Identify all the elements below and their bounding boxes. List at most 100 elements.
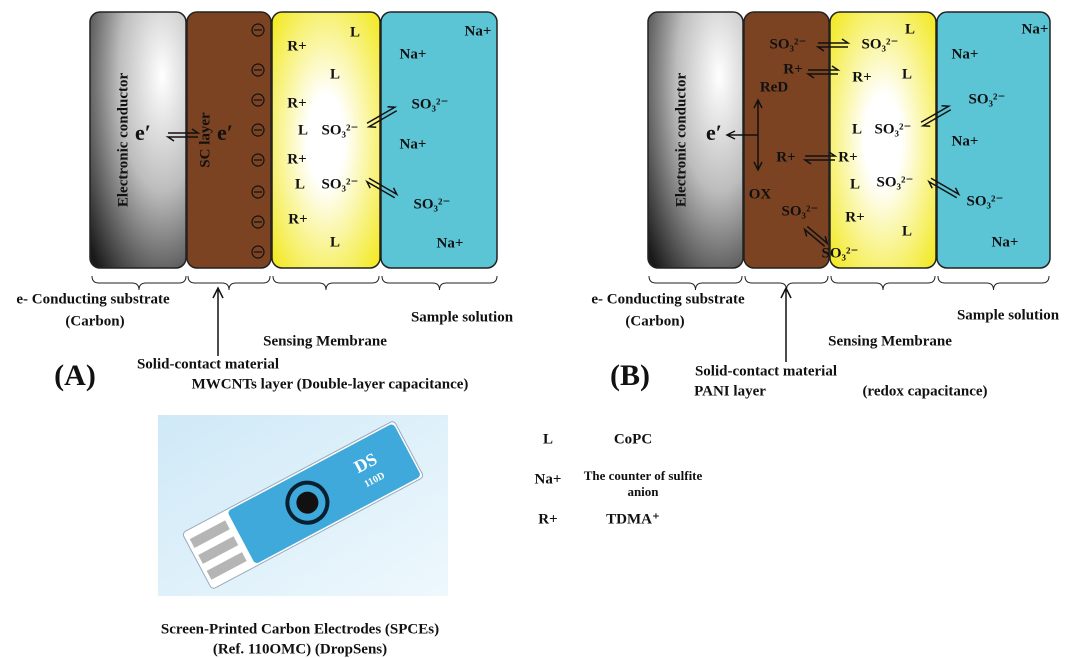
electrode-contact bbox=[189, 520, 230, 548]
electron: e′ bbox=[135, 120, 151, 145]
arrow-back bbox=[365, 179, 396, 199]
ion: R+ bbox=[287, 151, 306, 167]
arrow-back bbox=[815, 46, 848, 52]
brace bbox=[937, 275, 1050, 291]
ion: SO₃²⁻ bbox=[322, 176, 359, 192]
electrode-contact bbox=[206, 552, 247, 580]
brace bbox=[648, 275, 743, 291]
layer-label: SC layer bbox=[197, 112, 213, 168]
electronic-conductor bbox=[89, 11, 187, 269]
charge-symbol bbox=[251, 23, 265, 37]
contact-label: Solid-contact material bbox=[695, 363, 837, 379]
electronic-conductor bbox=[647, 11, 744, 269]
ion: R+ bbox=[838, 149, 857, 165]
charge-symbol bbox=[251, 185, 265, 199]
ion: L bbox=[330, 234, 340, 250]
equilibrium-arrow bbox=[927, 177, 961, 199]
ion: Na+ bbox=[1022, 21, 1049, 37]
ion: SO₃²⁻ bbox=[414, 196, 451, 212]
arrow-forward bbox=[805, 151, 838, 157]
ion: SO₃²⁻ bbox=[822, 245, 859, 261]
sample-solution bbox=[380, 11, 498, 269]
arrow-forward bbox=[920, 105, 952, 123]
arrow-back bbox=[805, 73, 838, 79]
equilibrium-arrow bbox=[815, 38, 851, 52]
charge-symbol bbox=[251, 93, 265, 107]
ion: Na+ bbox=[400, 136, 427, 152]
ion: L bbox=[905, 21, 915, 37]
arrow-back bbox=[802, 159, 835, 165]
ion: SO₃²⁻ bbox=[862, 36, 899, 52]
arrow-forward bbox=[808, 65, 841, 71]
ion: R+ bbox=[845, 209, 864, 225]
electron: e′ bbox=[706, 120, 722, 145]
contact-label: PANI layer bbox=[694, 383, 766, 399]
ion: L bbox=[902, 66, 912, 82]
substrate-label: (Carbon) bbox=[625, 313, 684, 329]
equilibrium-arrow bbox=[165, 128, 201, 142]
ion: SO₃²⁻ bbox=[322, 122, 359, 138]
equilibrium-arrow bbox=[805, 65, 841, 79]
ion: SO₃²⁻ bbox=[967, 193, 1004, 209]
arrow-back bbox=[165, 136, 198, 142]
ion: SO₃²⁻ bbox=[770, 36, 807, 52]
arrow-forward bbox=[368, 177, 399, 197]
legend-text: CoPC bbox=[614, 431, 652, 447]
arrow-forward bbox=[168, 128, 201, 134]
contact-label: (redox capacitance) bbox=[862, 383, 987, 399]
equilibrium-arrow bbox=[366, 106, 398, 128]
ion: L bbox=[298, 122, 308, 138]
panel-id: (B) bbox=[610, 359, 650, 392]
caption: (Ref. 110OMC) (DropSens) bbox=[213, 641, 387, 657]
substrate-label: e- Conducting substrate bbox=[16, 291, 170, 307]
ion: SO₃²⁻ bbox=[969, 91, 1006, 107]
electron: e′ bbox=[217, 120, 233, 145]
legend-symbol: L bbox=[543, 431, 553, 447]
charge-symbol bbox=[251, 63, 265, 77]
ion: R+ bbox=[852, 69, 871, 85]
charge-symbol bbox=[251, 245, 265, 259]
ion: Na+ bbox=[952, 133, 979, 149]
ion: L bbox=[330, 66, 340, 82]
substrate-label: (Carbon) bbox=[65, 313, 124, 329]
legend-text: The counter of sulfite bbox=[584, 468, 703, 483]
membrane-label: Sensing Membrane bbox=[828, 333, 952, 349]
arrow-back bbox=[920, 109, 952, 127]
arrow-forward bbox=[806, 225, 829, 246]
charge-symbol bbox=[251, 153, 265, 167]
membrane-label: Sensing Membrane bbox=[263, 333, 387, 349]
arrow-back bbox=[366, 110, 398, 128]
equilibrium-arrow bbox=[802, 151, 838, 165]
solution-label: Sample solution bbox=[957, 307, 1060, 323]
redox-arrow bbox=[725, 98, 763, 172]
electrode-ring bbox=[285, 480, 330, 525]
brace bbox=[272, 275, 380, 291]
legend-text: TDMA⁺ bbox=[606, 511, 660, 527]
caption: Screen-Printed Carbon Electrodes (SPCEs) bbox=[161, 621, 439, 637]
charge-symbol bbox=[251, 123, 265, 137]
ion: L bbox=[852, 121, 862, 137]
electrode-disk bbox=[296, 491, 319, 514]
brace bbox=[91, 275, 187, 291]
ion: Na+ bbox=[465, 23, 492, 39]
sensing-membrane bbox=[829, 11, 937, 269]
equilibrium-arrow bbox=[365, 177, 399, 199]
arrow-back bbox=[927, 179, 958, 199]
ion: SO₃²⁻ bbox=[782, 203, 819, 219]
sc-layer bbox=[186, 11, 272, 269]
arrow-forward bbox=[930, 177, 961, 197]
ion: L bbox=[295, 176, 305, 192]
ion: Na+ bbox=[437, 235, 464, 251]
electrode-contact bbox=[198, 536, 239, 564]
legend-text: anion bbox=[627, 484, 659, 499]
brace bbox=[381, 275, 498, 291]
substrate-label: e- Conducting substrate bbox=[591, 291, 745, 307]
pointer-arrow bbox=[780, 286, 792, 362]
ion: Na+ bbox=[992, 234, 1019, 250]
ion: R+ bbox=[287, 38, 306, 54]
ion: Na+ bbox=[400, 46, 427, 62]
brace bbox=[830, 275, 936, 291]
ion: R+ bbox=[783, 61, 802, 77]
ion: Na+ bbox=[952, 46, 979, 62]
